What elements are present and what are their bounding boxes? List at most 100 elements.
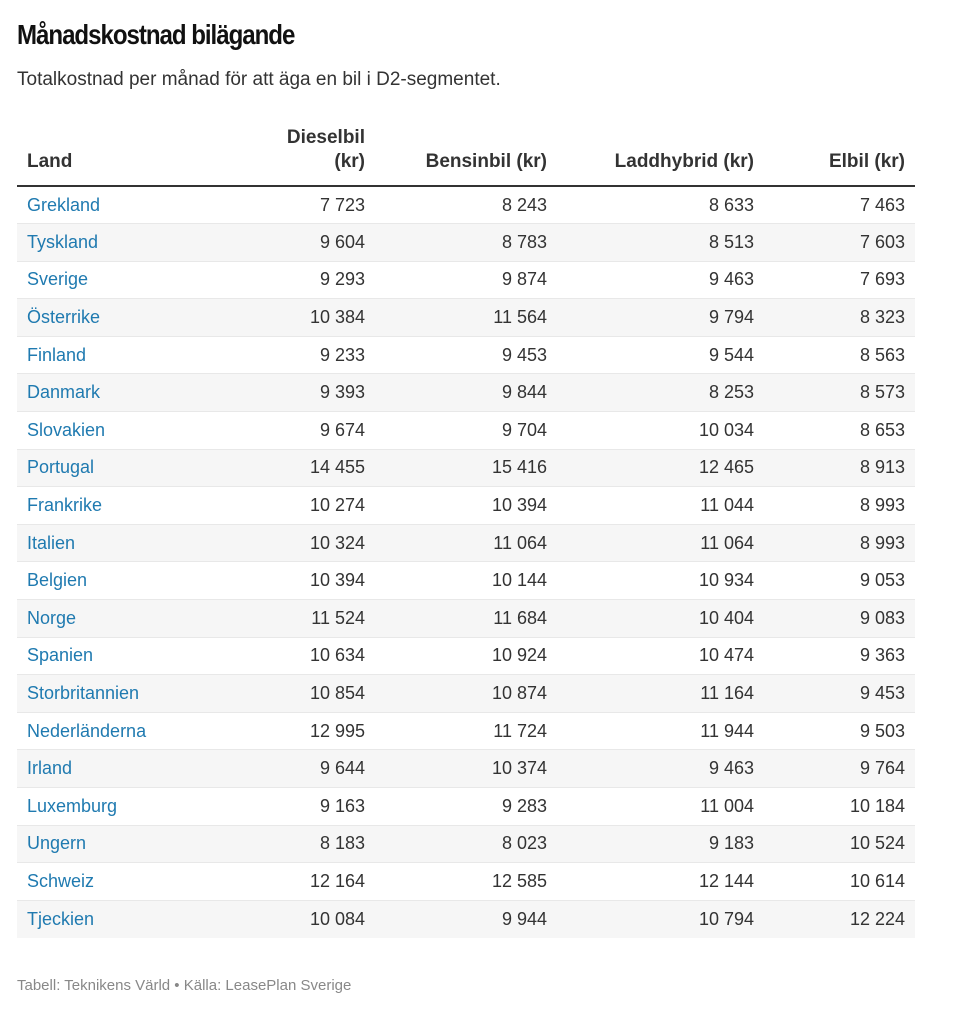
land-cell[interactable]: Irland [17, 749, 181, 788]
dieselbil-cell: 7 723 [319, 194, 365, 215]
land-cell[interactable]: Ungern [17, 824, 181, 863]
land-cell[interactable]: Belgien [17, 561, 181, 600]
bensinbil-cell: 9 844 [375, 373, 557, 412]
table-row: Frankrike 10 274 10 394 11 044 8 993 [17, 486, 915, 525]
bensinbil-cell: 9 704 [375, 411, 557, 450]
column-header-elbil[interactable]: Elbil (kr) [764, 126, 915, 187]
land-cell[interactable]: Luxemburg [17, 787, 181, 826]
column-header-dieselbil[interactable]: Dieselbil (kr) [181, 126, 375, 187]
dieselbil-cell: 10 084 [181, 899, 375, 938]
land-cell[interactable]: Italien [17, 523, 181, 562]
elbil-cell: 9 083 [764, 599, 915, 638]
dieselbil-cell: 11 524 [181, 599, 375, 638]
land-cell[interactable]: Norge [17, 599, 181, 638]
land-cell[interactable]: Frankrike [17, 486, 181, 525]
bensinbil-cell: 9 874 [375, 260, 557, 299]
table-row: Grekland 7 723 8 243 8 633 7 463 [17, 186, 915, 224]
laddhybrid-cell: 8 513 [557, 223, 764, 262]
dieselbil-cell: 9 393 [181, 373, 375, 412]
table-row: Italien 10 324 11 064 11 064 8 993 [17, 523, 915, 562]
land-cell[interactable]: Storbritannien [17, 674, 181, 713]
land-cell[interactable]: Schweiz [17, 862, 181, 901]
table-row: Schweiz 12 164 12 585 12 144 10 614 [17, 862, 915, 901]
bensinbil-cell: 9 944 [375, 899, 557, 938]
table-row: Danmark 9 393 9 844 8 253 8 573 [17, 373, 915, 412]
bensinbil-cell: 11 564 [375, 298, 557, 337]
bensinbil-cell: 9 283 [375, 787, 557, 826]
laddhybrid-cell: 11 044 [557, 486, 764, 525]
elbil-cell: 12 224 [764, 899, 915, 938]
elbil-cell: 9 764 [764, 749, 915, 788]
elbil-cell: 8 993 [764, 486, 915, 525]
laddhybrid-cell: 8 633 [708, 194, 754, 215]
elbil-cell: 7 463 [859, 194, 905, 215]
elbil-cell: 9 363 [764, 636, 915, 675]
dieselbil-cell: 14 455 [181, 448, 375, 487]
dieselbil-cell: 12 164 [181, 862, 375, 901]
dieselbil-cell: 9 163 [181, 787, 375, 826]
laddhybrid-cell: 9 183 [557, 824, 764, 863]
land-cell[interactable]: Slovakien [17, 411, 181, 450]
elbil-cell: 10 184 [764, 787, 915, 826]
land-cell[interactable]: Nederländerna [17, 711, 181, 750]
column-header-bensinbil[interactable]: Bensinbil (kr) [375, 126, 557, 187]
elbil-cell: 9 503 [764, 711, 915, 750]
elbil-cell: 9 453 [764, 674, 915, 713]
bensinbil-cell: 11 724 [375, 711, 557, 750]
table-row: Norge 11 524 11 684 10 404 9 083 [17, 599, 915, 638]
elbil-cell: 10 614 [764, 862, 915, 901]
header-row: Land Dieselbil (kr) Bensinbil (kr) Laddh… [17, 126, 915, 187]
dieselbil-cell: 10 854 [181, 674, 375, 713]
dieselbil-cell: 12 995 [181, 711, 375, 750]
land-cell[interactable]: Tjeckien [17, 899, 181, 938]
land-cell[interactable]: Danmark [17, 373, 181, 412]
table-row: Ungern 8 183 8 023 9 183 10 524 [17, 824, 915, 863]
land-cell[interactable]: Spanien [17, 636, 181, 675]
laddhybrid-cell: 11 004 [557, 787, 764, 826]
laddhybrid-cell: 9 794 [557, 298, 764, 337]
laddhybrid-cell: 8 253 [557, 373, 764, 412]
dieselbil-cell: 9 233 [181, 335, 375, 374]
elbil-cell: 8 563 [764, 335, 915, 374]
land-cell[interactable]: Finland [17, 335, 181, 374]
laddhybrid-cell: 9 463 [557, 749, 764, 788]
laddhybrid-cell: 12 144 [557, 862, 764, 901]
land-cell[interactable]: Sverige [17, 260, 181, 299]
land-cell[interactable]: Tyskland [17, 223, 181, 262]
table-row: Irland 9 644 10 374 9 463 9 764 [17, 749, 915, 788]
elbil-cell: 9 053 [764, 561, 915, 600]
laddhybrid-cell: 11 164 [557, 674, 764, 713]
laddhybrid-cell: 9 544 [557, 335, 764, 374]
table-row: Österrike 10 384 11 564 9 794 8 323 [17, 298, 915, 337]
cost-table: Land Dieselbil (kr) Bensinbil (kr) Laddh… [17, 126, 915, 938]
bensinbil-cell: 8 783 [375, 223, 557, 262]
table-body: Grekland 7 723 8 243 8 633 7 463 Tyskland 9 60… [17, 186, 915, 938]
land-cell[interactable]: Grekland [27, 194, 101, 215]
table-row: Tjeckien 10 084 9 944 10 794 12 224 [17, 899, 915, 938]
dieselbil-cell: 9 293 [181, 260, 375, 299]
dieselbil-cell: 10 634 [181, 636, 375, 675]
column-header-land[interactable]: Land [17, 126, 181, 187]
elbil-cell: 8 993 [764, 523, 915, 562]
bensinbil-cell: 10 144 [375, 561, 557, 600]
table-row: Luxemburg 9 163 9 283 11 004 10 184 [17, 787, 915, 826]
dieselbil-cell: 8 183 [181, 824, 375, 863]
bensinbil-cell: 11 684 [375, 599, 557, 638]
land-cell[interactable]: Österrike [17, 298, 181, 337]
elbil-cell: 8 573 [764, 373, 915, 412]
bensinbil-cell: 15 416 [375, 448, 557, 487]
land-cell[interactable]: Portugal [17, 448, 181, 487]
table-row: Slovakien 9 674 9 704 10 034 8 653 [17, 411, 915, 450]
table-row: Storbritannien 10 854 10 874 11 164 9 453 [17, 674, 915, 713]
bensinbil-cell: 11 064 [375, 523, 557, 562]
laddhybrid-cell: 11 944 [557, 711, 764, 750]
laddhybrid-cell: 10 474 [557, 636, 764, 675]
page-title: Månadskostnad bilägande [17, 19, 295, 50]
table-row: Nederländerna 12 995 11 724 11 944 9 503 [17, 711, 915, 750]
table-row: Spanien 10 634 10 924 10 474 9 363 [17, 636, 915, 675]
laddhybrid-cell: 12 465 [557, 448, 764, 487]
column-header-laddhybrid[interactable]: Laddhybrid (kr) [557, 126, 764, 187]
source-credit: Tabell: Teknikens Värld • Källa: LeasePl… [17, 977, 352, 994]
dieselbil-cell: 10 394 [181, 561, 375, 600]
bensinbil-cell: 10 374 [375, 749, 557, 788]
